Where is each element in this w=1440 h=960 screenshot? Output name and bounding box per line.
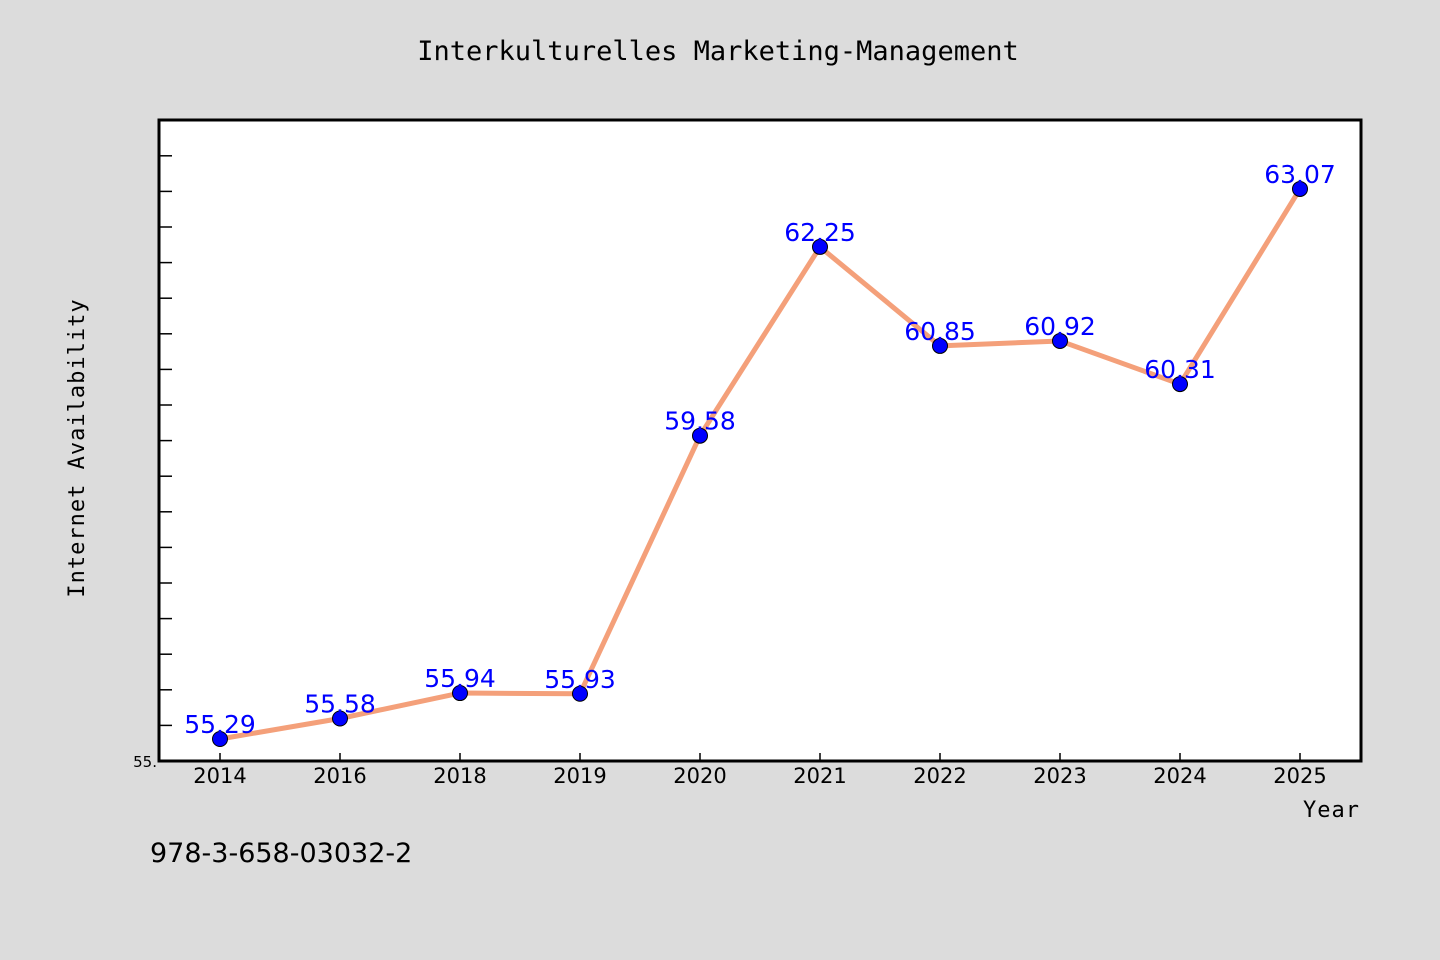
data-label: 55.29 [184,710,256,739]
data-point [572,685,588,702]
x-tick-label: 2014 [193,764,246,788]
x-tick-label: 2024 [1153,764,1206,788]
data-point [332,710,348,727]
data-label: 60.31 [1144,355,1216,384]
data-label: 60.92 [1024,312,1096,341]
chart-title: Interkulturelles Marketing-Management [417,36,1018,67]
x-tick-label: 2016 [313,764,366,788]
x-tick-label: 2020 [673,764,726,788]
data-point [932,337,948,354]
data-label: 62.25 [784,218,856,247]
x-tick-label: 2019 [553,764,606,788]
x-tick-label: 2023 [1033,764,1086,788]
data-label: 60.85 [904,317,976,346]
data-label: 63.07 [1264,160,1336,189]
series-line [217,186,1303,742]
x-tick-label: 2025 [1273,764,1326,788]
data-point [212,731,228,747]
isbn-footer: 978-3-658-03032-2 [150,838,412,869]
data-label: 59.58 [664,407,736,436]
data-point [692,427,708,444]
data-point [1052,332,1068,349]
data-label: 55.93 [544,665,616,694]
data-label: 55.58 [304,689,376,718]
y-axis-ticks [159,155,172,727]
y-tick-label: 55. [133,753,157,771]
data-point [812,238,828,255]
data-point [452,685,468,702]
series: 55.29 55.58 55.94 55.93 59.58 62.25 60.85 60.92… [184,160,1336,747]
x-tick-label: 2022 [913,764,966,788]
x-tick-label: 2021 [793,764,846,788]
x-tick-label: 2018 [433,764,486,788]
data-point [1292,180,1308,197]
x-axis-title: Year [1303,798,1360,823]
data-label: 55.94 [424,664,496,693]
y-axis-title: Internet Availability [65,298,90,597]
plot-area [157,118,1363,763]
data-point [1172,376,1188,393]
x-axis-ticks: 2014 2016 2018 2019 2020 2021 2022 2023 2024 2025 [193,753,1327,788]
